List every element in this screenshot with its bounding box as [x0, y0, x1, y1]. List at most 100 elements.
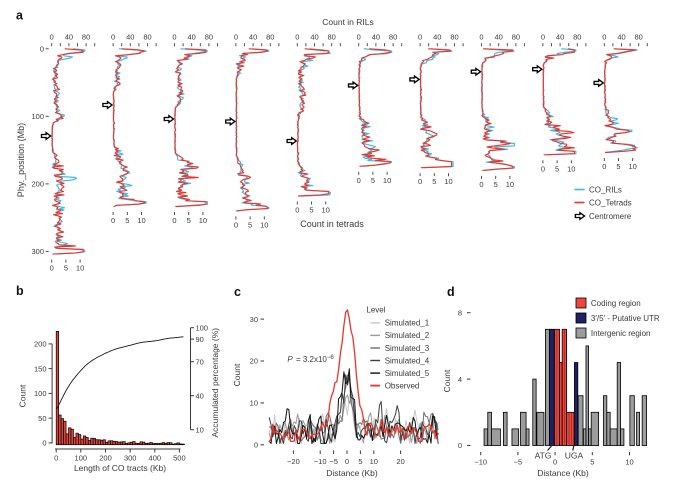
svg-text:0: 0: [295, 33, 299, 42]
svg-text:0: 0: [234, 220, 238, 229]
svg-text:10: 10: [370, 457, 378, 466]
svg-text:0: 0: [172, 216, 176, 225]
svg-text:5: 5: [494, 180, 498, 189]
svg-text:40: 40: [433, 33, 441, 42]
svg-text:10: 10: [629, 162, 637, 171]
svg-text:Observed: Observed: [385, 381, 420, 390]
svg-text:100: 100: [75, 454, 88, 463]
svg-text:5: 5: [432, 177, 436, 186]
svg-text:Length of CO tracts (Kb): Length of CO tracts (Kb): [74, 463, 166, 473]
svg-text:0: 0: [345, 457, 349, 466]
svg-text:0: 0: [50, 264, 54, 273]
svg-text:0: 0: [602, 162, 606, 171]
svg-text:5: 5: [187, 216, 191, 225]
svg-text:10: 10: [196, 425, 204, 434]
svg-text:80: 80: [450, 33, 458, 42]
svg-text:Centromere: Centromere: [589, 212, 632, 221]
svg-text:Simulated_1: Simulated_1: [385, 319, 430, 328]
svg-text:80: 80: [573, 33, 581, 42]
svg-text:d: d: [447, 285, 455, 299]
svg-text:0: 0: [541, 164, 545, 173]
svg-text:0: 0: [553, 458, 557, 467]
svg-text:Accumulated percentage (%): Accumulated percentage (%): [210, 328, 220, 438]
svg-text:40: 40: [126, 33, 134, 42]
svg-text:10: 10: [199, 216, 207, 225]
svg-text:10: 10: [444, 177, 452, 186]
svg-text:0: 0: [172, 33, 176, 42]
svg-text:0: 0: [357, 33, 361, 42]
svg-text:Count: Count: [232, 363, 242, 386]
svg-text:5: 5: [125, 216, 129, 225]
svg-text:5: 5: [248, 220, 252, 229]
svg-text:5: 5: [590, 458, 594, 467]
svg-text:3′/5′ - Putative UTR: 3′/5′ - Putative UTR: [591, 314, 660, 323]
svg-text:80: 80: [205, 33, 213, 42]
svg-text:−5: −5: [329, 457, 338, 466]
svg-text:Simulated_2: Simulated_2: [385, 331, 430, 340]
svg-text:40: 40: [310, 33, 318, 42]
svg-text:10: 10: [260, 220, 268, 229]
svg-text:Count in RILs: Count in RILs: [322, 17, 374, 27]
svg-text:Simulated_4: Simulated_4: [385, 356, 430, 365]
svg-text:P = 3.2x10−6: P = 3.2x10−6: [287, 355, 334, 364]
svg-text:−20: −20: [287, 457, 300, 466]
svg-text:80: 80: [266, 33, 274, 42]
svg-text:10: 10: [567, 164, 575, 173]
svg-text:40: 40: [556, 33, 564, 42]
svg-text:0: 0: [418, 177, 422, 186]
svg-text:300: 300: [31, 247, 44, 256]
svg-text:100: 100: [196, 323, 209, 332]
svg-text:70: 70: [196, 357, 204, 366]
svg-text:0: 0: [602, 33, 606, 42]
svg-text:ATG: ATG: [535, 451, 552, 461]
svg-text:80: 80: [389, 33, 397, 42]
svg-text:8: 8: [458, 308, 462, 317]
svg-text:0: 0: [40, 44, 44, 53]
svg-text:40: 40: [249, 33, 257, 42]
svg-text:5: 5: [309, 206, 313, 215]
svg-text:150: 150: [34, 364, 47, 373]
svg-text:Count in tetrads: Count in tetrads: [300, 219, 364, 229]
svg-text:Distance (Kb): Distance (Kb): [326, 468, 378, 478]
svg-text:200: 200: [99, 454, 112, 463]
svg-text:Intergenic region: Intergenic region: [591, 329, 651, 338]
svg-text:200: 200: [34, 340, 47, 349]
svg-text:10: 10: [137, 216, 145, 225]
svg-text:−5: −5: [514, 458, 523, 467]
svg-text:50: 50: [38, 414, 46, 423]
svg-text:40: 40: [617, 33, 625, 42]
svg-text:10: 10: [506, 180, 514, 189]
svg-text:Coding region: Coding region: [591, 299, 641, 308]
svg-text:5: 5: [358, 457, 362, 466]
svg-text:CO_Tetrads: CO_Tetrads: [589, 198, 632, 207]
svg-text:200: 200: [31, 180, 44, 189]
svg-text:0: 0: [418, 33, 422, 42]
svg-text:Count: Count: [18, 384, 28, 407]
svg-text:5: 5: [555, 164, 559, 173]
svg-text:10: 10: [625, 458, 633, 467]
svg-text:80: 80: [635, 33, 643, 42]
svg-text:40: 40: [196, 391, 204, 400]
svg-text:c: c: [234, 285, 241, 299]
svg-text:Level: Level: [366, 306, 385, 315]
svg-text:80: 80: [82, 33, 90, 42]
svg-text:b: b: [16, 284, 24, 298]
svg-text:0: 0: [357, 176, 361, 185]
svg-text:Simulated_3: Simulated_3: [385, 344, 430, 353]
svg-text:10: 10: [322, 206, 330, 215]
svg-text:0: 0: [254, 441, 258, 450]
svg-text:20: 20: [396, 457, 404, 466]
svg-text:5: 5: [616, 162, 620, 171]
svg-text:500: 500: [173, 454, 186, 463]
svg-text:Phy._position (Mb): Phy._position (Mb): [16, 123, 26, 197]
svg-text:a: a: [16, 9, 24, 23]
svg-text:5: 5: [64, 264, 68, 273]
svg-text:4: 4: [458, 375, 462, 384]
svg-text:0: 0: [458, 441, 462, 450]
svg-text:0: 0: [295, 206, 299, 215]
svg-text:Distance (Kb): Distance (Kb): [537, 468, 589, 478]
svg-text:0: 0: [50, 33, 54, 42]
svg-text:80: 80: [512, 33, 520, 42]
svg-text:0: 0: [234, 33, 238, 42]
svg-text:UGA: UGA: [565, 451, 584, 461]
